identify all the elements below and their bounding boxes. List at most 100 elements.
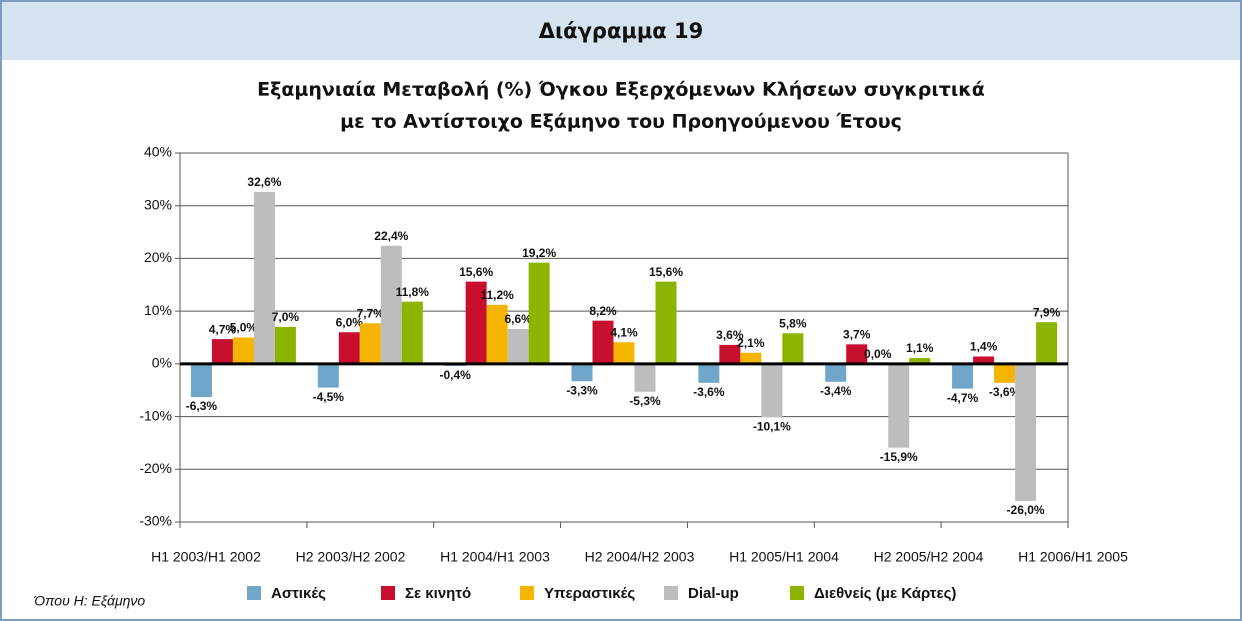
- value-label: -3,6%: [989, 385, 1021, 399]
- value-label: 6,6%: [504, 312, 532, 326]
- bar: [571, 363, 593, 382]
- bar: [359, 323, 381, 364]
- y-tick-label: -10%: [139, 407, 172, 423]
- x-tick-label: H1 2003/H1 2002: [151, 549, 261, 565]
- bar: [634, 363, 656, 392]
- legend-label: Αστικές: [271, 585, 326, 602]
- bar: [655, 281, 677, 364]
- value-label: 5,8%: [779, 316, 807, 330]
- bar: [592, 320, 614, 364]
- value-label: 19,2%: [522, 246, 556, 260]
- legend-swatch: [381, 586, 395, 600]
- x-tick-label: H2 2003/H2 2002: [296, 549, 406, 565]
- bar: [528, 262, 550, 364]
- x-tick-label: H2 2005/H2 2004: [874, 549, 984, 565]
- bar: [1015, 363, 1037, 501]
- legend-swatch: [664, 586, 678, 600]
- value-label: 22,4%: [374, 229, 408, 243]
- value-label: -0,4%: [439, 368, 471, 382]
- legend-swatch: [520, 586, 534, 600]
- y-tick-label: 20%: [144, 249, 172, 265]
- bar: [507, 329, 529, 364]
- value-label: -3,6%: [693, 385, 725, 399]
- value-label: 2,1%: [737, 336, 765, 350]
- header-band: [2, 2, 1240, 60]
- bar: [465, 281, 487, 364]
- x-tick-label: H2 2004/H2 2003: [585, 549, 695, 565]
- value-label: -15,9%: [880, 450, 918, 464]
- bar: [994, 363, 1016, 383]
- value-label: -3,4%: [820, 384, 852, 398]
- bar: [698, 363, 720, 383]
- bar: [719, 344, 741, 364]
- value-label: -5,3%: [629, 394, 661, 408]
- value-label: -4,7%: [947, 391, 979, 405]
- bar: [317, 363, 339, 388]
- bar: [190, 363, 212, 398]
- value-label: -4,5%: [313, 390, 345, 404]
- bar: [253, 192, 275, 364]
- bar: [909, 358, 931, 364]
- value-label: 15,6%: [459, 265, 493, 279]
- value-label: -10,1%: [753, 419, 791, 433]
- bar: [761, 363, 783, 418]
- bar: [613, 342, 635, 364]
- value-label: 3,7%: [843, 328, 871, 342]
- bar: [486, 304, 508, 364]
- value-label: -26,0%: [1007, 503, 1045, 517]
- y-tick-label: 30%: [144, 196, 172, 212]
- bar: [274, 326, 296, 364]
- value-label: 6,0%: [336, 315, 364, 329]
- y-tick-label: 0%: [152, 355, 172, 371]
- y-tick-label: -30%: [139, 513, 172, 529]
- bar: [952, 363, 974, 389]
- value-label: 7,0%: [272, 310, 300, 324]
- bar: [1036, 322, 1058, 364]
- legend-swatch: [790, 586, 804, 600]
- value-label: 7,7%: [357, 306, 385, 320]
- bar: [782, 333, 804, 364]
- value-label: 7,9%: [1033, 305, 1061, 319]
- value-label: 11,2%: [480, 288, 514, 302]
- chart-title: με το Αντίστοιχο Εξάμηνο του Προηγούμενο…: [340, 111, 902, 133]
- y-tick-label: 10%: [144, 302, 172, 318]
- x-tick-label: H1 2005/H1 2004: [729, 549, 839, 565]
- value-label: 11,8%: [396, 285, 430, 299]
- bar: [232, 337, 254, 364]
- bar: [401, 301, 423, 364]
- value-label: 8,2%: [589, 304, 617, 318]
- value-label: 3,6%: [716, 328, 744, 342]
- bar: [380, 245, 402, 364]
- bar: [825, 363, 847, 382]
- value-label: 32,6%: [247, 175, 281, 189]
- legend-label: Σε κινητό: [405, 585, 471, 602]
- y-tick-label: 40%: [144, 144, 172, 160]
- x-tick-label: H1 2004/H1 2003: [440, 549, 550, 565]
- y-tick-label: -20%: [139, 460, 172, 476]
- value-label: 4,7%: [209, 322, 237, 336]
- chart-title: Εξαμηνιαία Μεταβολή (%) Όγκου Εξερχόμενω…: [257, 79, 985, 101]
- bar: [973, 356, 995, 364]
- bar: [338, 332, 360, 364]
- x-tick-label: H1 2006/H1 2005: [1018, 549, 1128, 565]
- header: Διάγραμμα 19: [539, 19, 704, 43]
- bar: [888, 363, 910, 448]
- legend-swatch: [247, 586, 261, 600]
- legend-label: Διεθνείς (με Κάρτες): [814, 585, 956, 602]
- value-label: -6,3%: [186, 399, 218, 413]
- legend-label: Dial-up: [688, 585, 739, 602]
- bar: [740, 352, 762, 364]
- bar: [846, 344, 868, 364]
- value-label: 1,4%: [970, 340, 998, 354]
- bar: [211, 339, 233, 364]
- footnote: Όπου Η: Εξάμηνο: [33, 593, 145, 609]
- value-label: 4,1%: [610, 325, 638, 339]
- legend-label: Υπεραστικές: [544, 585, 635, 602]
- value-label: -3,3%: [566, 383, 598, 397]
- value-label: 5,0%: [230, 321, 258, 335]
- value-label: 1,1%: [906, 341, 934, 355]
- value-label: 15,6%: [649, 265, 683, 279]
- value-label: 0,0%: [864, 347, 892, 361]
